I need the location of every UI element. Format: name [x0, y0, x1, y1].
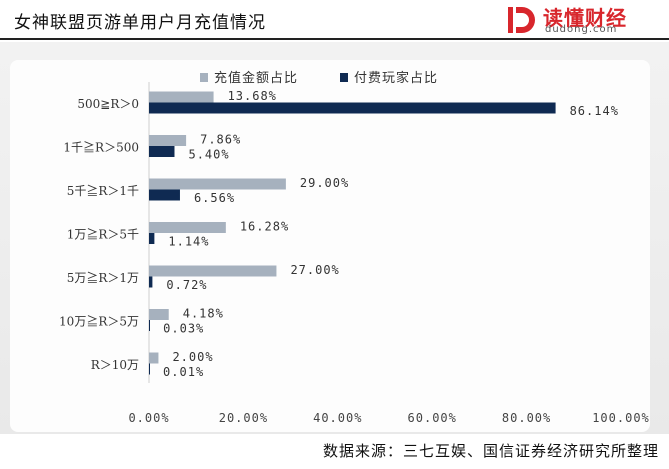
category-label: 5千≧R＞1千 [67, 183, 139, 198]
data-label: 2.00% [172, 350, 213, 364]
bar-recharge-amount [149, 222, 226, 233]
category-label: 10万≧R＞5万 [59, 314, 139, 329]
page-title: 女神联盟页游单用户月充值情况 [14, 13, 266, 33]
category-label: 1万≧R＞5千 [67, 227, 139, 242]
legend-swatch [200, 73, 208, 82]
header: 女神联盟页游单用户月充值情况 读懂财经 dudong.com [0, 0, 669, 40]
chart-panel: 500≧R＞0 1千≧R＞500 5千≧R＞1千 1万≧R＞5千 5万≧R＞1万 10万≧… [0, 42, 669, 434]
data-label: 0.03% [163, 322, 204, 336]
bar-paying-players [149, 102, 556, 114]
bar-paying-players [149, 363, 150, 375]
bar-recharge-amount [149, 309, 169, 320]
legend-swatch [340, 73, 348, 82]
category-label: 500≧R＞0 [77, 97, 139, 111]
bar-paying-players [149, 189, 180, 201]
data-label: 13.68% [228, 89, 277, 103]
bar-chart: 500≧R＞0 1千≧R＞500 5千≧R＞1千 1万≧R＞5千 5万≧R＞1万 10万≧… [59, 70, 650, 425]
data-label: 5.40% [188, 148, 229, 162]
bar-recharge-amount [149, 135, 187, 146]
category-label: 5万≧R＞1万 [67, 270, 139, 285]
bar-paying-players [149, 320, 150, 331]
legend-label: 充值金额占比 [214, 70, 298, 86]
data-label: 27.00% [290, 263, 339, 277]
data-source-note: 数据来源：三七互娱、国信证券经济研究所整理 [322, 442, 659, 460]
bar-paying-players [149, 276, 153, 288]
bar-paying-players [149, 233, 155, 244]
data-label: 4.18% [183, 307, 224, 321]
bar-recharge-amount [149, 265, 277, 277]
category-label: 1千≧R＞500 [63, 140, 139, 155]
chart-area: 500≧R＞0 1千≧R＞500 5千≧R＞1千 1万≧R＞5千 5万≧R＞1万 10万≧… [10, 60, 650, 432]
data-label: 0.01% [163, 365, 204, 379]
bar-recharge-amount [149, 352, 159, 364]
bar-paying-players [149, 146, 175, 157]
data-label: 0.72% [166, 278, 207, 292]
logo: 读懂财经 dudong.com [505, 2, 665, 38]
bar-recharge-amount [149, 91, 214, 103]
logo-subtext: dudong.com [545, 24, 618, 35]
data-label: 29.00% [300, 176, 349, 190]
bar-recharge-amount [149, 178, 286, 190]
data-label: 1.14% [168, 235, 209, 249]
category-label: R＞10万 [91, 358, 139, 372]
x-tick-label: 80.00% [502, 411, 551, 425]
logo-text: 读懂财经 [543, 6, 627, 30]
legend-label: 付费玩家占比 [354, 70, 438, 86]
x-tick-label: 20.00% [219, 411, 268, 425]
data-label: 86.14% [570, 104, 619, 118]
x-tick-label: 40.00% [313, 411, 362, 425]
data-label: 16.28% [240, 220, 289, 234]
dudong-logo-icon [508, 7, 535, 33]
x-tick-label: 60.00% [408, 411, 457, 425]
data-label: 7.86% [200, 133, 241, 147]
x-tick-label: 100.00% [592, 411, 650, 425]
data-label: 6.56% [194, 191, 235, 205]
x-tick-label: 0.00% [128, 411, 169, 425]
